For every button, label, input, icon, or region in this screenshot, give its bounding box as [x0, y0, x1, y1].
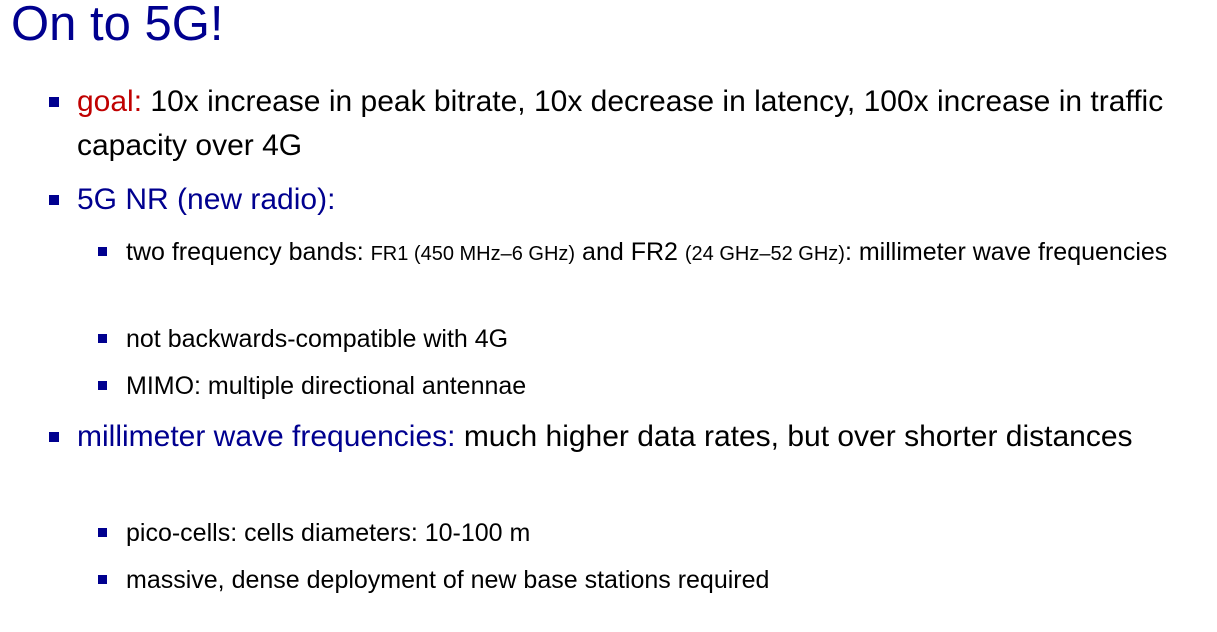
square-bullet-icon — [49, 97, 59, 107]
bands-text-2: and FR2 — [575, 238, 685, 266]
sub-bullet-bands: two frequency bands: FR1 (450 MHz–6 GHz)… — [98, 233, 1211, 273]
sub-bullet-mimo: MIMO: multiple directional antennae — [98, 367, 1211, 405]
sub-bullet-compat: not backwards-compatible with 4G — [98, 320, 1211, 358]
bands-text-1: two frequency bands: — [126, 238, 371, 266]
massive-text: massive, dense deployment of new base st… — [126, 566, 770, 594]
bullet-mmwave: millimeter wave frequencies: much higher… — [49, 415, 1187, 459]
bands-text-3: : millimeter wave frequencies — [844, 238, 1168, 266]
compat-text: not backwards-compatible with 4G — [126, 325, 509, 353]
mmwave-text: much higher data rates, but over shorter… — [455, 420, 1133, 453]
sub-bullet-pico: pico-cells: cells diameters: 10-100 m — [98, 514, 1211, 552]
square-bullet-icon — [98, 575, 107, 584]
fr1-range: FR1 (450 MHz–6 GHz) — [370, 243, 576, 265]
goal-label: goal: — [77, 85, 143, 118]
square-bullet-icon — [98, 528, 107, 537]
bullet-goal: goal: 10x increase in peak bitrate, 10x … — [49, 80, 1207, 168]
sub-bullet-massive: massive, dense deployment of new base st… — [98, 561, 1211, 599]
bullet-5g-nr: 5G NR (new radio): — [49, 178, 1207, 222]
square-bullet-icon — [49, 432, 59, 442]
fr2-range: (24 GHz–52 GHz) — [684, 243, 845, 265]
square-bullet-icon — [98, 247, 107, 256]
slide-title: On to 5G! — [11, 0, 224, 51]
square-bullet-icon — [49, 195, 59, 205]
mimo-text: MIMO: multiple directional antennae — [126, 372, 527, 400]
nr-label: 5G NR (new radio): — [77, 183, 336, 216]
mmwave-label: millimeter wave frequencies: — [77, 420, 456, 453]
pico-text: pico-cells: cells diameters: 10-100 m — [126, 519, 531, 547]
goal-text: 10x increase in peak bitrate, 10x decrea… — [77, 85, 1164, 162]
square-bullet-icon — [98, 334, 107, 343]
square-bullet-icon — [98, 381, 107, 390]
